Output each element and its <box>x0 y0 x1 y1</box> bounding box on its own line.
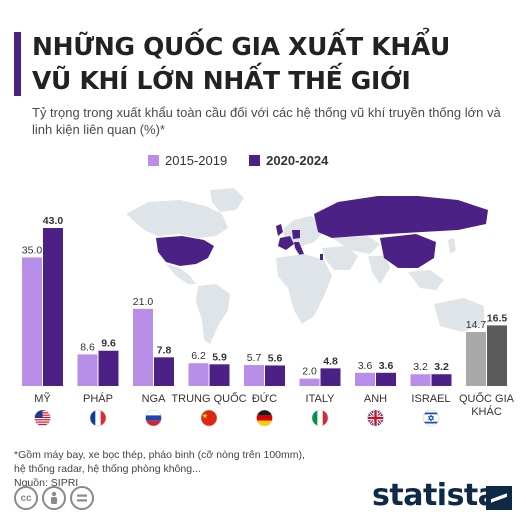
map-germany <box>292 230 300 239</box>
data-label-6-series-0: 3.6 <box>358 360 373 372</box>
world-map-icon <box>126 188 500 344</box>
map-japan <box>448 238 456 254</box>
bar-3-series-1 <box>209 364 230 386</box>
map-israel <box>320 254 323 260</box>
no-derivatives-icon[interactable] <box>70 486 94 510</box>
bar-5-series-1 <box>320 368 341 386</box>
china-flag-icon <box>200 409 218 427</box>
statista-logo-icon <box>486 486 512 510</box>
map-india <box>368 256 390 284</box>
chart-subtitle: Tỷ trọng trong xuất khẩu toàn cầu đối vớ… <box>32 105 501 137</box>
category-label-6: ANH <box>364 393 387 405</box>
footnote-line-1: *Gồm máy bay, xe bọc thép, pháo binh (cỡ… <box>14 449 305 461</box>
person-icon <box>51 491 57 504</box>
map-south-america <box>196 284 230 344</box>
map-southeast-asia <box>408 270 444 290</box>
data-label-4-series-1: 5.6 <box>268 352 283 364</box>
category-label-5: ITALY <box>306 393 336 405</box>
map-africa <box>276 254 332 324</box>
map-middle-east <box>322 246 358 270</box>
bar-1-series-1 <box>98 350 119 386</box>
creative-commons-icon[interactable]: cc <box>14 486 38 510</box>
map-china <box>380 234 436 268</box>
germany-flag-icon <box>256 409 273 427</box>
data-label-1-series-0: 8.6 <box>80 341 95 353</box>
data-label-0-series-1: 43.0 <box>43 215 64 227</box>
bar-7-series-0 <box>410 374 431 386</box>
map-russia <box>314 196 488 238</box>
category-label-4: ĐỨC <box>252 392 277 405</box>
data-label-6-series-1: 3.6 <box>379 360 394 372</box>
category-label-8-line-1: KHÁC <box>471 405 502 418</box>
bar-0-series-1 <box>43 228 63 386</box>
map-france <box>278 236 294 250</box>
data-label-0-series-0: 35.0 <box>22 244 43 256</box>
footnote: *Gồm máy bay, xe bọc thép, pháo binh (cỡ… <box>14 448 354 490</box>
bar-6-series-1 <box>376 372 396 386</box>
map-mexico <box>166 264 196 284</box>
legend-swatch-dark <box>249 155 261 166</box>
equals-icon <box>77 494 87 502</box>
italy-flag-icon <box>311 409 329 427</box>
legend-label-2015-2019: 2015-2019 <box>165 153 228 168</box>
chart-legend: 2015-2019 2020-2024 <box>148 153 328 168</box>
title-accent-bar <box>14 32 21 96</box>
category-label-7: ISRAEL <box>411 393 450 405</box>
us-flag-icon <box>34 409 51 427</box>
bar-6-series-0 <box>355 372 375 386</box>
bar-1-series-0 <box>77 354 98 386</box>
bar-5-series-0 <box>299 378 320 386</box>
map-italy <box>294 242 304 256</box>
category-label-1: PHÁP <box>83 392 113 405</box>
map-usa <box>156 236 214 266</box>
france-flag-icon <box>89 409 107 427</box>
legend-swatch-light <box>148 155 159 166</box>
category-label-3: TRUNG QUỐC <box>171 391 246 405</box>
bar-3-series-0 <box>188 363 209 386</box>
israel-flag-icon <box>422 409 440 427</box>
map-greenland <box>210 188 244 212</box>
data-label-1-series-1: 9.6 <box>101 338 116 350</box>
bar-0-series-0 <box>22 257 42 386</box>
title-line-2: VŨ KHÍ LỚN NHẤT THẾ GIỚI <box>32 66 411 95</box>
statista-logo[interactable]: statista <box>372 478 498 513</box>
flags-layer <box>34 409 440 427</box>
category-label-0: MỸ <box>34 392 51 405</box>
bar-4-series-1 <box>265 365 285 386</box>
map-uk <box>276 224 283 236</box>
category-label-8-line-0: QUỐC GIA <box>459 391 515 405</box>
legend-item-2020-2024: 2020-2024 <box>249 153 328 168</box>
page-title: NHỮNG QUỐC GIA XUẤT KHẨU VŨ KHÍ LỚN NHẤT… <box>32 30 512 98</box>
data-label-7-series-0: 3.2 <box>413 361 428 373</box>
license-icons: cc <box>14 486 94 510</box>
legend-label-2020-2024: 2020-2024 <box>266 153 329 168</box>
category-label-2: NGA <box>142 393 167 405</box>
map-central-asia <box>332 236 380 254</box>
title-line-1: NHỮNG QUỐC GIA XUẤT KHẨU <box>32 32 451 61</box>
data-label-7-series-1: 3.2 <box>434 361 449 373</box>
uk-flag-icon <box>367 409 384 427</box>
bar-7-series-1 <box>431 374 452 386</box>
data-label-5-series-0: 2.0 <box>302 366 317 378</box>
russia-flag-icon <box>145 409 162 427</box>
map-new-zealand <box>492 326 500 340</box>
map-canada <box>126 200 228 238</box>
bar-2-series-1 <box>154 357 174 386</box>
legend-item-2015-2019: 2015-2019 <box>148 153 227 168</box>
attribution-icon[interactable] <box>42 486 66 510</box>
data-label-5-series-1: 4.8 <box>323 355 338 367</box>
bar-4-series-0 <box>244 365 264 386</box>
footnote-line-2: hệ thống radar, hệ thống phòng không... <box>14 463 201 475</box>
map-australia <box>434 298 484 332</box>
